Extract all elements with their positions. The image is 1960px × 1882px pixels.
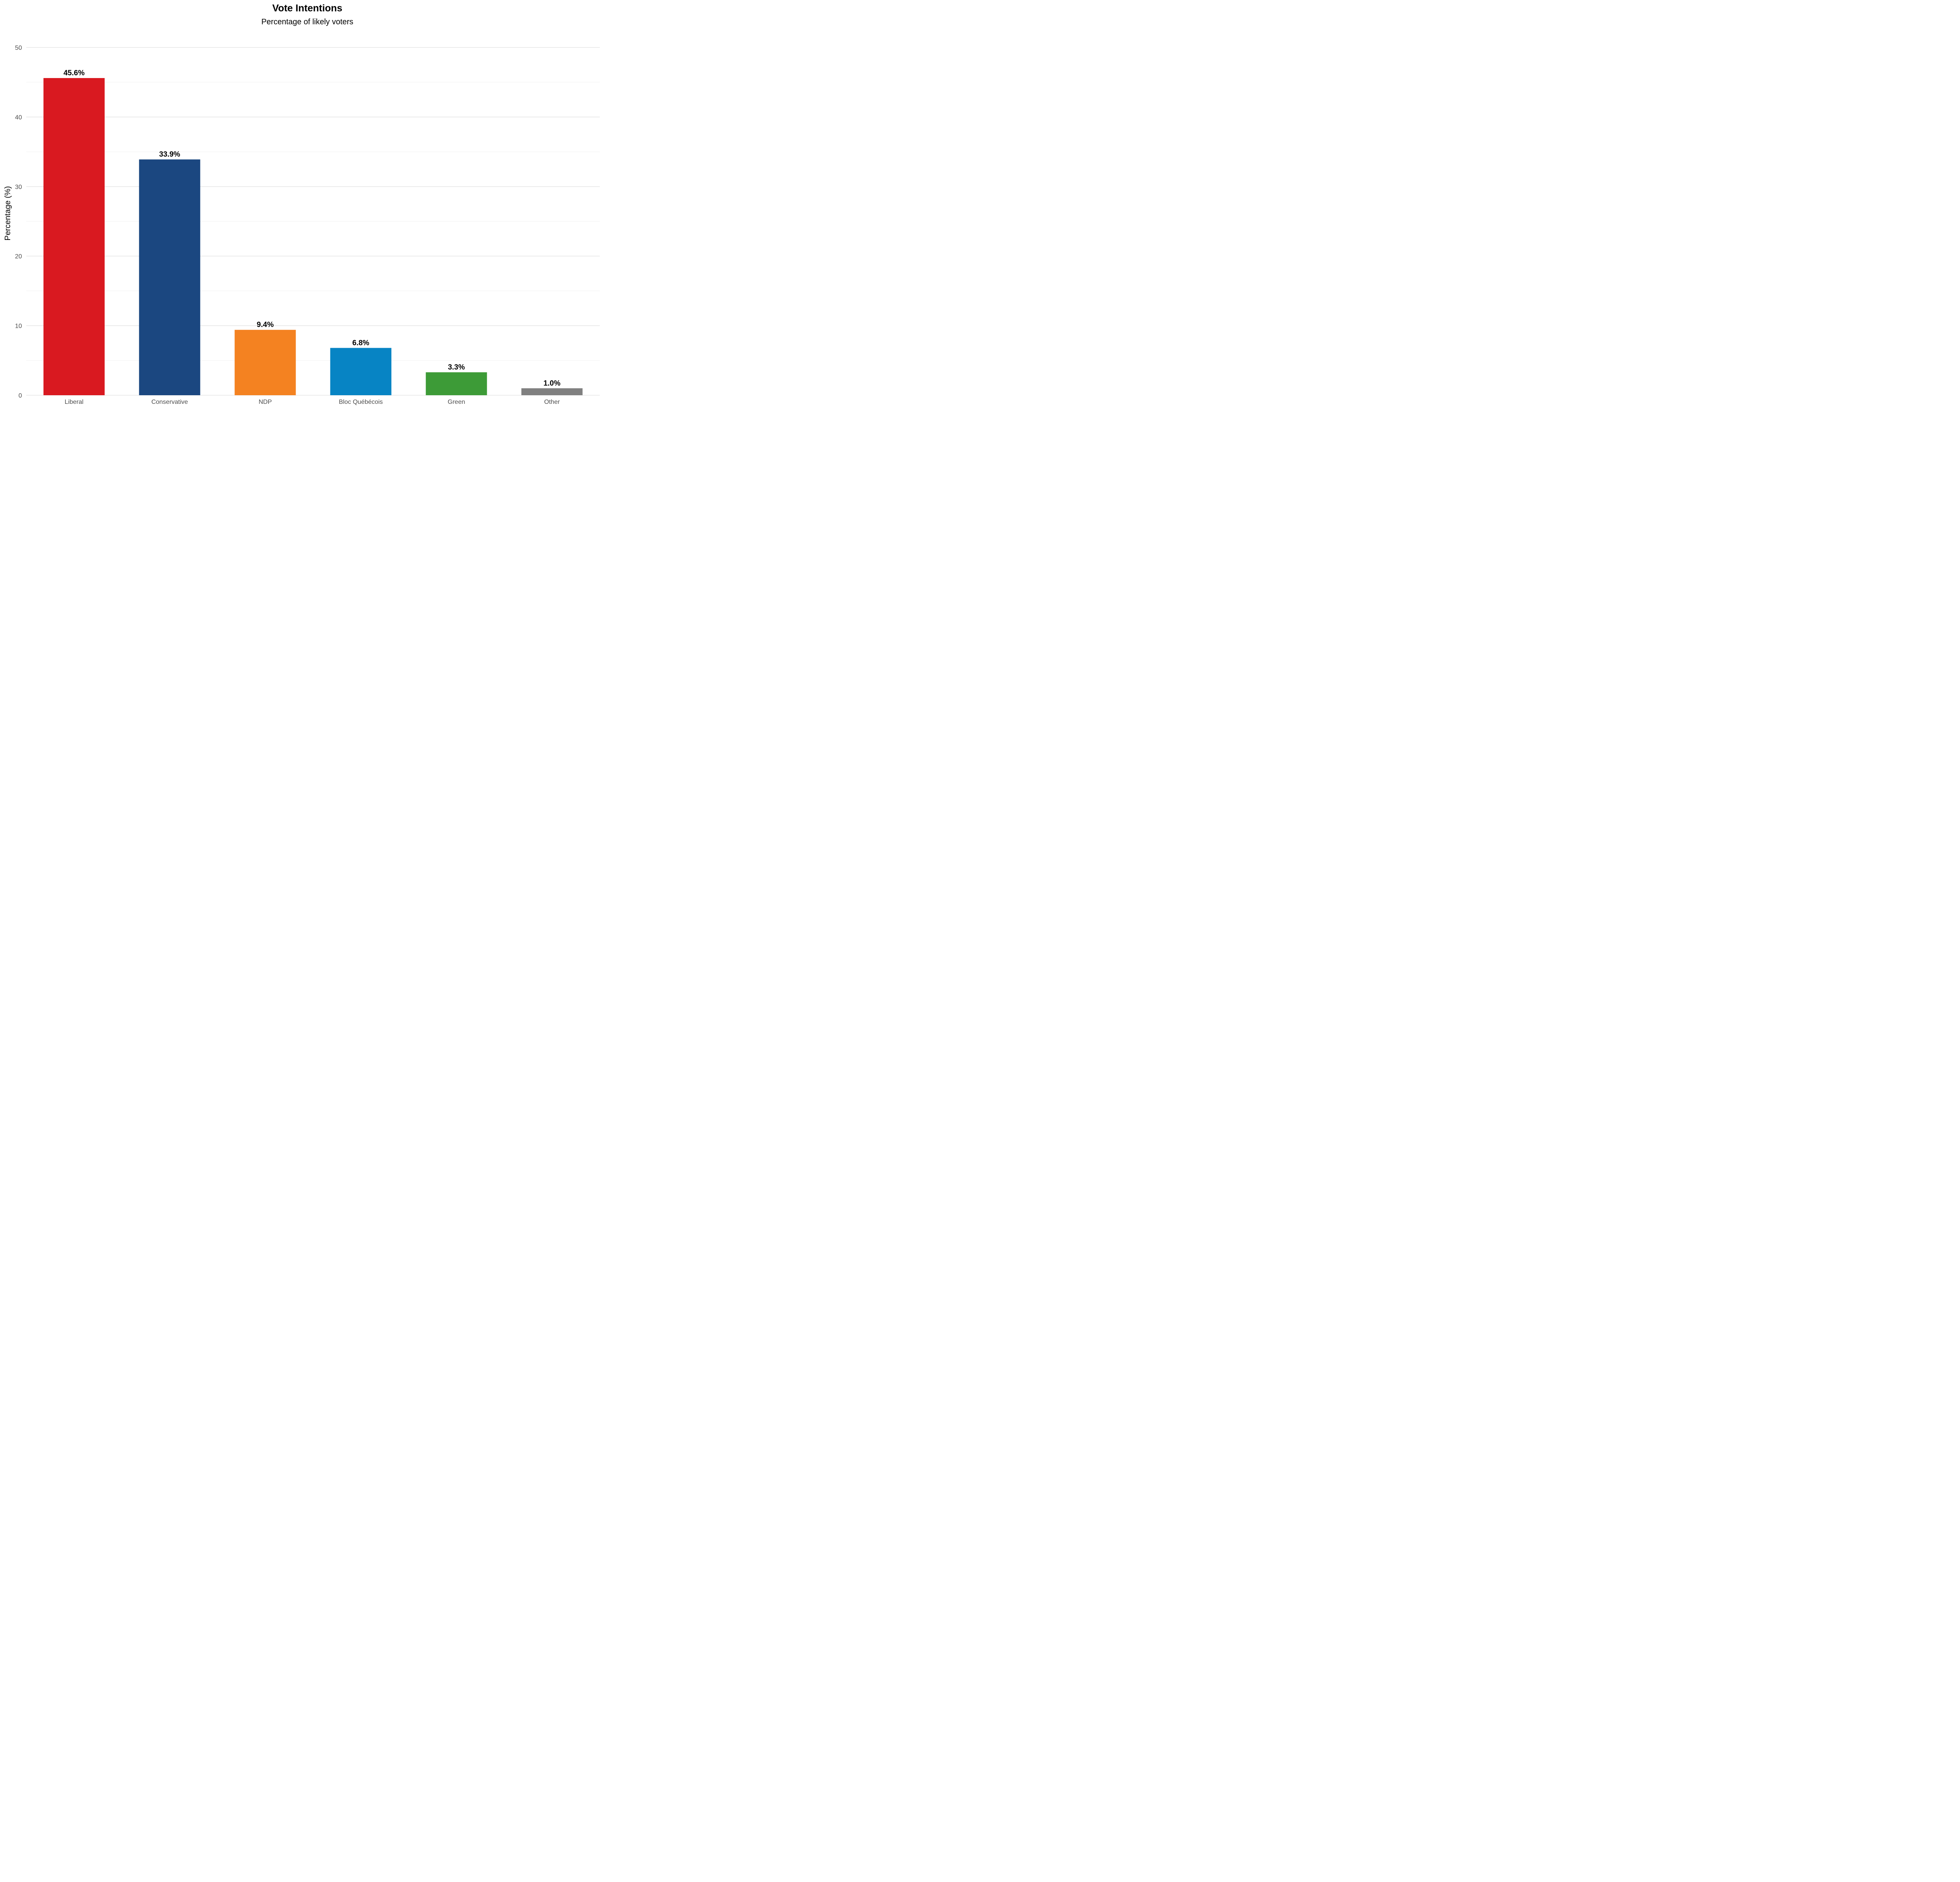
x-tick-label: Bloc Québécois — [339, 399, 383, 405]
y-tick-label: 40 — [15, 114, 22, 121]
bar-ndp — [234, 330, 296, 395]
y-axis-label: Percentage (%) — [4, 186, 12, 241]
x-axis-categories: Liberal Conservative NDP Bloc Québécois Gree… — [65, 399, 560, 405]
bar-green — [426, 372, 487, 395]
y-tick-label: 0 — [18, 392, 22, 399]
bars — [43, 78, 583, 395]
chart-title: Vote Intentions — [272, 3, 343, 14]
x-tick-label: Other — [544, 399, 560, 405]
bar-chart: Vote Intentions Percentage of likely vot… — [4, 3, 600, 405]
chart-container: Vote Intentions Percentage of likely vot… — [0, 0, 615, 410]
y-tick-label: 10 — [15, 323, 22, 330]
data-labels: 45.6% 33.9% 9.4% 6.8% 3.3% 1.0% — [64, 69, 561, 387]
grid-lines — [26, 47, 600, 396]
data-label: 1.0% — [543, 379, 560, 387]
data-label: 6.8% — [352, 339, 369, 347]
y-tick-label: 20 — [15, 253, 22, 260]
data-label: 3.3% — [448, 363, 465, 371]
x-tick-label: NDP — [259, 399, 272, 405]
bar-conservative — [139, 159, 200, 395]
data-label: 45.6% — [64, 69, 85, 77]
x-tick-label: Liberal — [65, 399, 83, 405]
bar-bloc-qu-b-cois — [330, 348, 392, 395]
data-label: 9.4% — [257, 321, 274, 329]
x-tick-label: Green — [448, 399, 465, 405]
data-label: 33.9% — [159, 151, 180, 159]
y-axis-ticks: 0 10 20 30 40 50 — [15, 45, 22, 399]
chart-subtitle: Percentage of likely voters — [261, 18, 354, 26]
y-tick-label: 50 — [15, 45, 22, 51]
y-tick-label: 30 — [15, 184, 22, 191]
x-tick-label: Conservative — [151, 399, 188, 405]
bar-liberal — [43, 78, 105, 395]
bar-other — [521, 388, 583, 395]
